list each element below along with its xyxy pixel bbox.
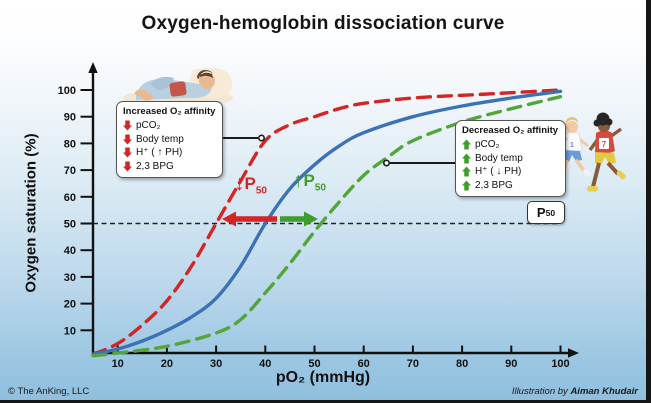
list-item: pCO₂ [462,138,558,152]
up-block-arrow-icon [462,139,471,150]
curve-left-shifted [91,88,563,356]
illustrator-name: Aiman Khudair [570,386,638,397]
curve-marker-icon [382,159,390,167]
list-item-label: Body temp [136,133,184,145]
y-tick-label: 90 [64,112,76,124]
x-axis-arrowhead-icon [568,348,579,358]
list-item: Body temp [462,152,558,166]
page-title: Oxygen-hemoglobin dissociation curve [141,13,505,34]
y-tick-label: 60 [64,192,76,204]
list-item-label: pCO₂ [136,120,161,131]
list-item-label: H⁺ ( ↓ PH) [475,166,522,177]
decreased-affinity-box: Decreased O₂ affinity pCO₂ Body temp H⁺ … [455,120,567,197]
list-item: H⁺ ( ↓ PH) [462,165,558,179]
y-tick-label: 30 [64,272,76,284]
curve-right-shifted [91,95,563,358]
x-tick-label: 40 [259,358,271,370]
up-block-arrow-icon [462,153,471,164]
bottom-border-bar [0,400,651,403]
p50-label: P50 [303,171,326,194]
x-axis-label: pO₂ (mmHg) [275,369,371,386]
x-tick-label: 20 [161,358,173,370]
x-tick-label: 80 [456,358,468,370]
decreased-affinity-title: Decreased O₂ affinity [462,125,559,136]
list-item-label: H⁺ ( ↑ PH) [136,147,183,158]
list-item: 2,3 BPG [123,160,215,174]
list-item-label: 2,3 BPG [136,160,174,172]
curve-marker-icon [257,134,265,142]
y-tick-label: 10 [64,325,76,337]
right-shift-arrow-icon [280,211,318,227]
down-block-arrow-icon [123,161,132,172]
p50-reference-badge: P 50 [527,201,565,224]
list-item: pCO₂ [123,119,215,133]
increased-affinity-title: Increased O₂ affinity [123,106,216,117]
y-tick-label: 20 [64,299,76,311]
right-border-bar [646,0,651,403]
left-shift-arrow-icon [222,211,277,227]
p50-increase-annotation: ↑ P50 [293,169,326,200]
pointer-line-right [382,159,456,167]
x-tick-label: 60 [358,358,370,370]
y-tick-label: 70 [64,165,76,177]
up-block-arrow-icon [462,166,471,177]
runners-illustration: 1 7 [555,112,626,192]
p50-sub: 50 [545,207,556,218]
runner-bib-right: 7 [602,140,607,149]
y-tick-label: 80 [64,138,76,150]
y-tick-label: 40 [64,245,76,257]
y-tick-label: 100 [58,85,76,97]
up-block-arrow-icon [462,180,471,191]
copyright-text: © The AnKing, LLC [8,386,90,397]
list-item: 2,3 BPG [462,179,558,193]
y-axis: 10 20 30 40 50 60 70 80 90 100 [58,62,98,354]
x-axis: 10 20 30 40 50 60 70 80 90 100 [92,345,579,370]
down-block-arrow-icon [123,147,132,158]
x-tick-label: 100 [551,358,569,370]
p50-label: P50 [244,174,267,197]
list-item-label: Body temp [475,152,523,164]
x-tick-label: 30 [210,358,222,370]
y-axis-arrowhead-icon [88,62,98,73]
list-item: Body temp [123,133,215,147]
list-item-label: pCO₂ [475,139,500,150]
increased-affinity-box: Increased O₂ affinity pCO₂ Body temp H⁺ … [116,101,224,178]
y-axis-label: Oxygen saturation (%) [22,133,40,293]
up-arrow-icon: ↑ [293,169,304,192]
sleeping-person-illustration [123,67,233,107]
curve-normal [91,89,563,356]
p50-label: P [536,205,546,220]
down-block-arrow-icon [123,120,132,131]
x-tick-label: 10 [112,358,124,370]
list-item: H⁺ ( ↑ PH) [123,146,215,160]
down-block-arrow-icon [123,134,132,145]
illustration-credit: Illustration by Aiman Khudair [511,386,638,397]
x-tick-label: 50 [308,358,320,370]
p50-decrease-annotation: ↓ P50 [234,172,267,203]
down-arrow-icon: ↓ [234,172,245,195]
x-tick-label: 90 [505,358,517,370]
x-tick-label: 70 [407,358,419,370]
list-item-label: 2,3 BPG [475,179,513,191]
y-tick-label: 50 [64,219,76,231]
runner-bib-left: 1 [570,142,574,149]
